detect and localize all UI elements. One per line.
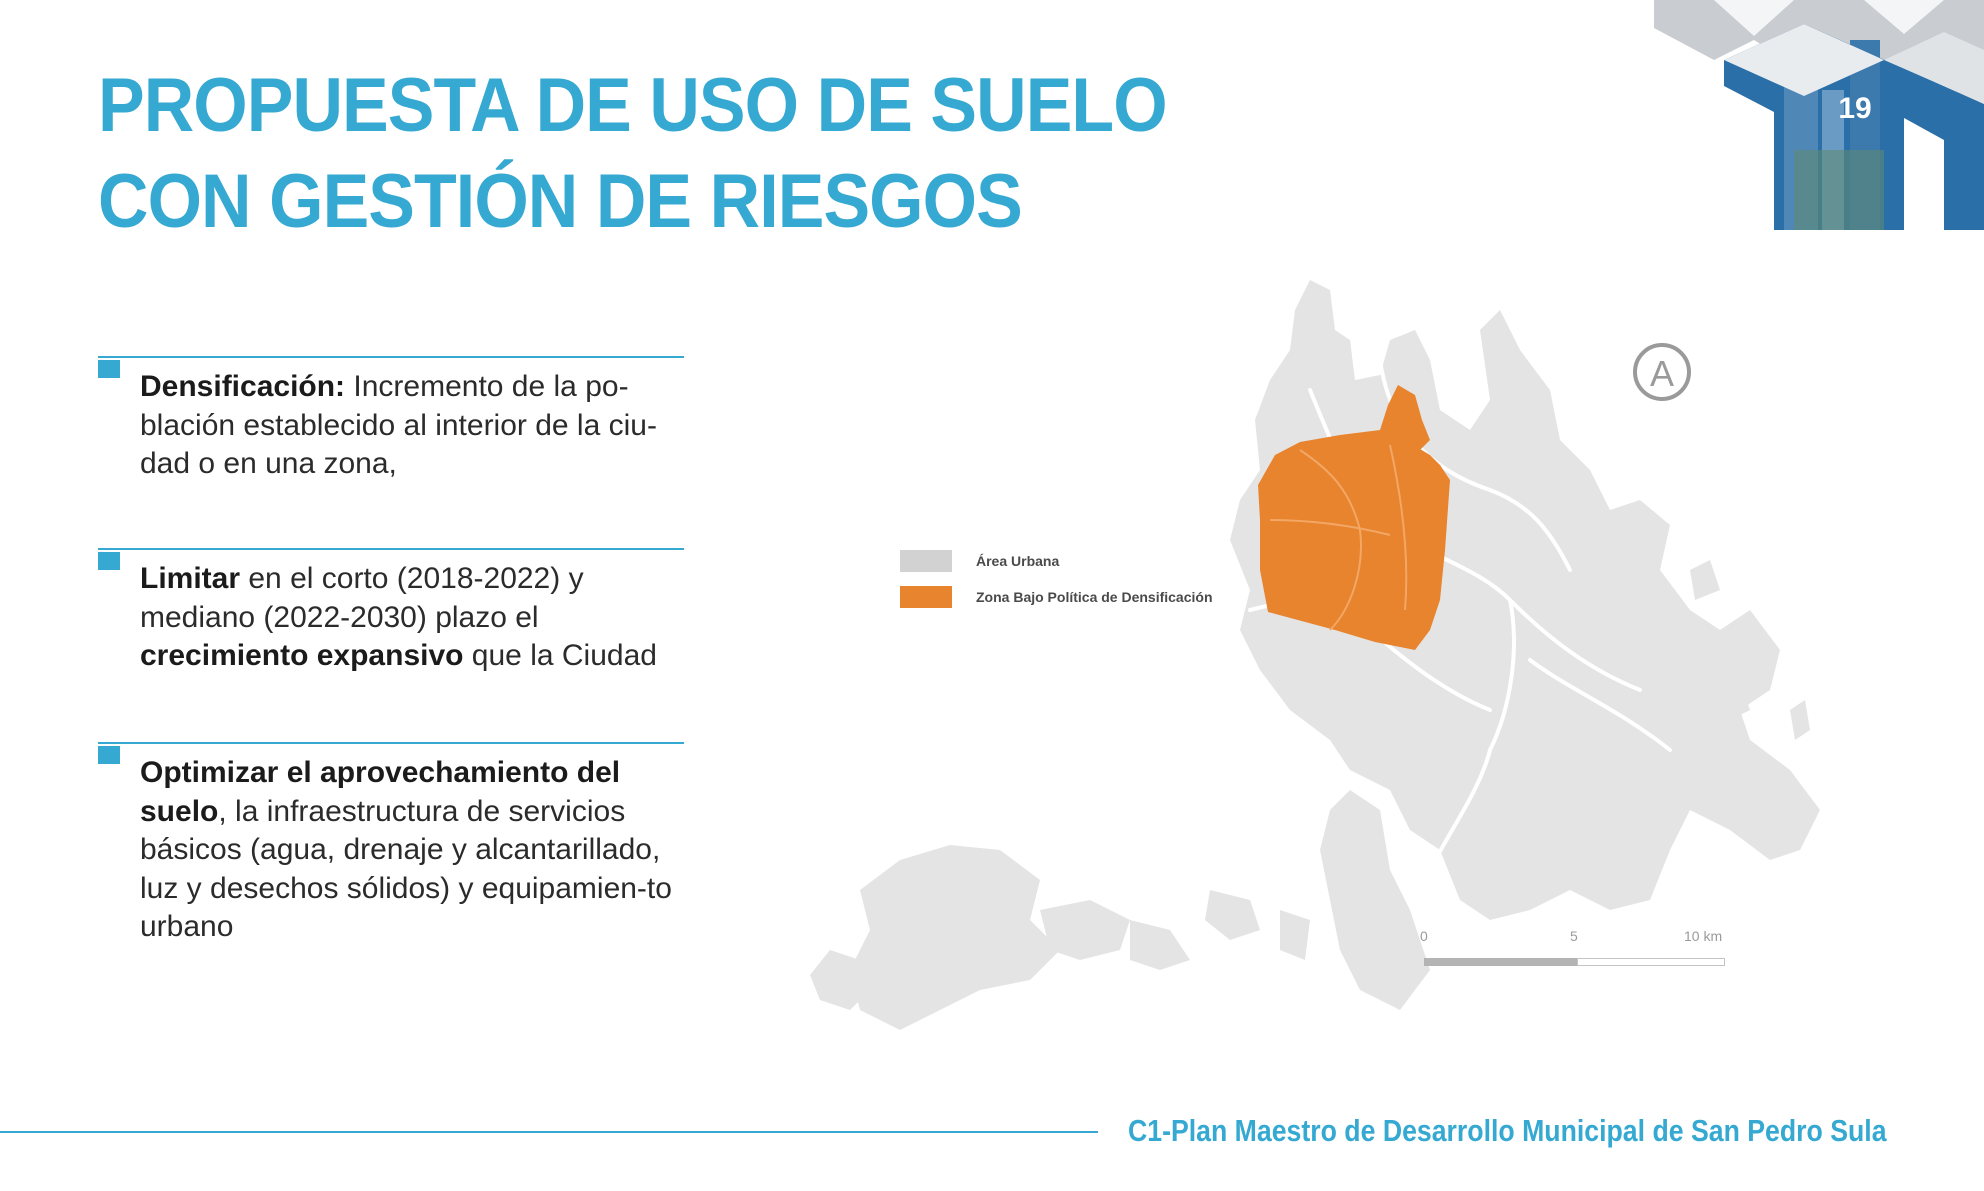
title-line-2: CON GESTIÓN DE RIESGOS <box>98 159 1023 244</box>
scale-tick-5: 5 <box>1570 928 1578 944</box>
bullet-text: Optimizar el aprovechamiento del suelo, … <box>140 754 684 947</box>
footer-title: C1-Plan Maestro de Desarrollo Municipal … <box>1128 1113 1887 1148</box>
footer-divider <box>0 1131 1098 1133</box>
bullet-marker <box>98 746 120 764</box>
legend-item-densification: Zona Bajo Política de Densificación <box>900 582 1213 612</box>
bullet-bold: Optimizar el aprovechamiento del suelo <box>140 756 621 828</box>
bullet-limitar: Limitar en el corto (2018-2022) y median… <box>98 548 684 742</box>
corner-decoration <box>1654 0 1984 230</box>
bullet-text: Limitar en el corto (2018-2022) y median… <box>140 560 684 676</box>
bullet-body-2: que la Ciudad <box>463 639 657 672</box>
bullet-marker <box>98 552 120 570</box>
page-title: PROPUESTA DE USO DE SUELO CON GESTIÓN DE… <box>98 58 1168 250</box>
bullet-body: Incremento de la po-blación establecido … <box>140 370 657 480</box>
bullet-bold-2: crecimiento expansivo <box>140 639 464 672</box>
title-line-1: PROPUESTA DE USO DE SUELO <box>98 63 1168 148</box>
scale-bar-segment-2 <box>1577 958 1725 966</box>
scale-bar: 0 5 10 km <box>1420 928 1730 968</box>
map-legend: Área Urbana Zona Bajo Política de Densif… <box>900 546 1213 618</box>
densification-zone <box>1258 385 1450 650</box>
legend-label-densification: Zona Bajo Política de Densificación <box>976 589 1213 605</box>
bullet-body: en el corto (2018-2022) y mediano (2022-… <box>140 562 584 634</box>
bullet-text: Densificación: Incremento de la po-blaci… <box>140 368 684 484</box>
bullet-densificacion: Densificación: Incremento de la po-blaci… <box>98 356 684 548</box>
bullet-bold: Limitar <box>140 562 241 595</box>
bullet-optimizar: Optimizar el aprovechamiento del suelo, … <box>98 742 684 947</box>
bullet-list: Densificación: Incremento de la po-blaci… <box>98 356 684 947</box>
bullet-bold: Densificación: <box>140 370 346 403</box>
bullet-marker <box>98 360 120 378</box>
legend-swatch-urban-area <box>900 550 952 572</box>
legend-item-urban-area: Área Urbana <box>900 546 1213 576</box>
urban-area-map: A <box>810 280 1820 1030</box>
page-number: 19 <box>1838 92 1872 125</box>
scale-tick-0: 0 <box>1420 928 1428 944</box>
legend-swatch-densification <box>900 586 952 608</box>
scale-tick-10: 10 km <box>1684 928 1723 944</box>
north-arrow-icon: A <box>1633 343 1691 401</box>
bullet-body: , la infraestructura de servicios básico… <box>140 794 672 944</box>
scale-bar-segment-1 <box>1424 958 1577 966</box>
legend-label-urban-area: Área Urbana <box>976 553 1060 569</box>
north-arrow-label: A <box>1650 353 1674 394</box>
